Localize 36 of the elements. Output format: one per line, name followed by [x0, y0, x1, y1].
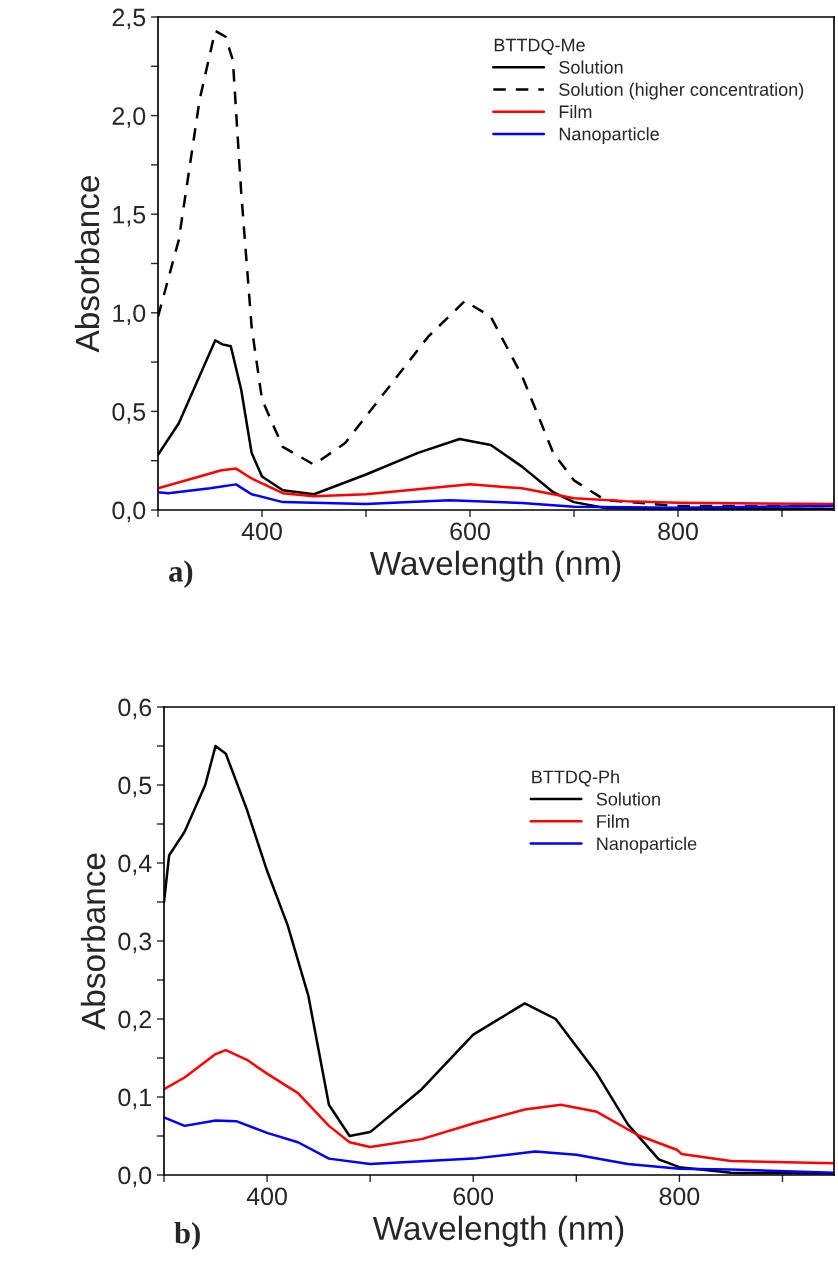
x-tick-label: 600: [453, 1187, 494, 1206]
y-tick-label: 0,0: [118, 1166, 152, 1188]
legend-title: BTTDQ-Me: [494, 38, 585, 55]
x-tick-label: 400: [241, 522, 282, 541]
y-axis-title: Absorbance: [74, 176, 100, 353]
y-tick-label: 0,4: [118, 854, 152, 876]
line-series: [158, 467, 834, 506]
x-tick-label: 800: [658, 522, 698, 541]
y-axis-title: Absorbance: [80, 853, 106, 1030]
x-tick-label: 600: [450, 522, 490, 541]
line-series: [164, 1048, 834, 1165]
y-tick-label: 0,2: [118, 1010, 151, 1032]
y-tick-label: 0,3: [118, 932, 152, 954]
x-tick-label: 400: [246, 1187, 287, 1206]
x-tick-label: 800: [659, 1187, 700, 1206]
x-axis-title: Wavelength (nm): [369, 550, 621, 582]
y-tick-label: 1,0: [113, 304, 146, 326]
legend-label: Film: [597, 814, 629, 828]
legend-label: Nanoparticle: [597, 836, 697, 854]
y-tick-label: 2,0: [112, 107, 146, 128]
y-tick-label: 0,5: [118, 776, 152, 798]
legend-label: Solution: [596, 792, 660, 806]
y-tick-label: 2,5: [112, 8, 146, 30]
text: a): [169, 560, 193, 588]
legend-label: Film: [559, 104, 592, 119]
y-tick-label: 0,1: [118, 1088, 151, 1110]
legend-label: Solution: [559, 60, 623, 74]
legend-title: BTTDQ-Ph: [532, 770, 619, 787]
y-tick-label: 0,5: [112, 403, 146, 424]
legend-label: Solution (higher concentration): [559, 82, 804, 100]
y-tick-label: 0,6: [118, 698, 152, 720]
text: b): [174, 1221, 200, 1250]
y-tick-label: 0,0: [112, 501, 146, 523]
legend-label: Nanoparticle: [559, 127, 659, 144]
y-tick-label: 1,5: [113, 206, 146, 227]
x-axis-title: Wavelength (nm): [372, 1215, 624, 1247]
